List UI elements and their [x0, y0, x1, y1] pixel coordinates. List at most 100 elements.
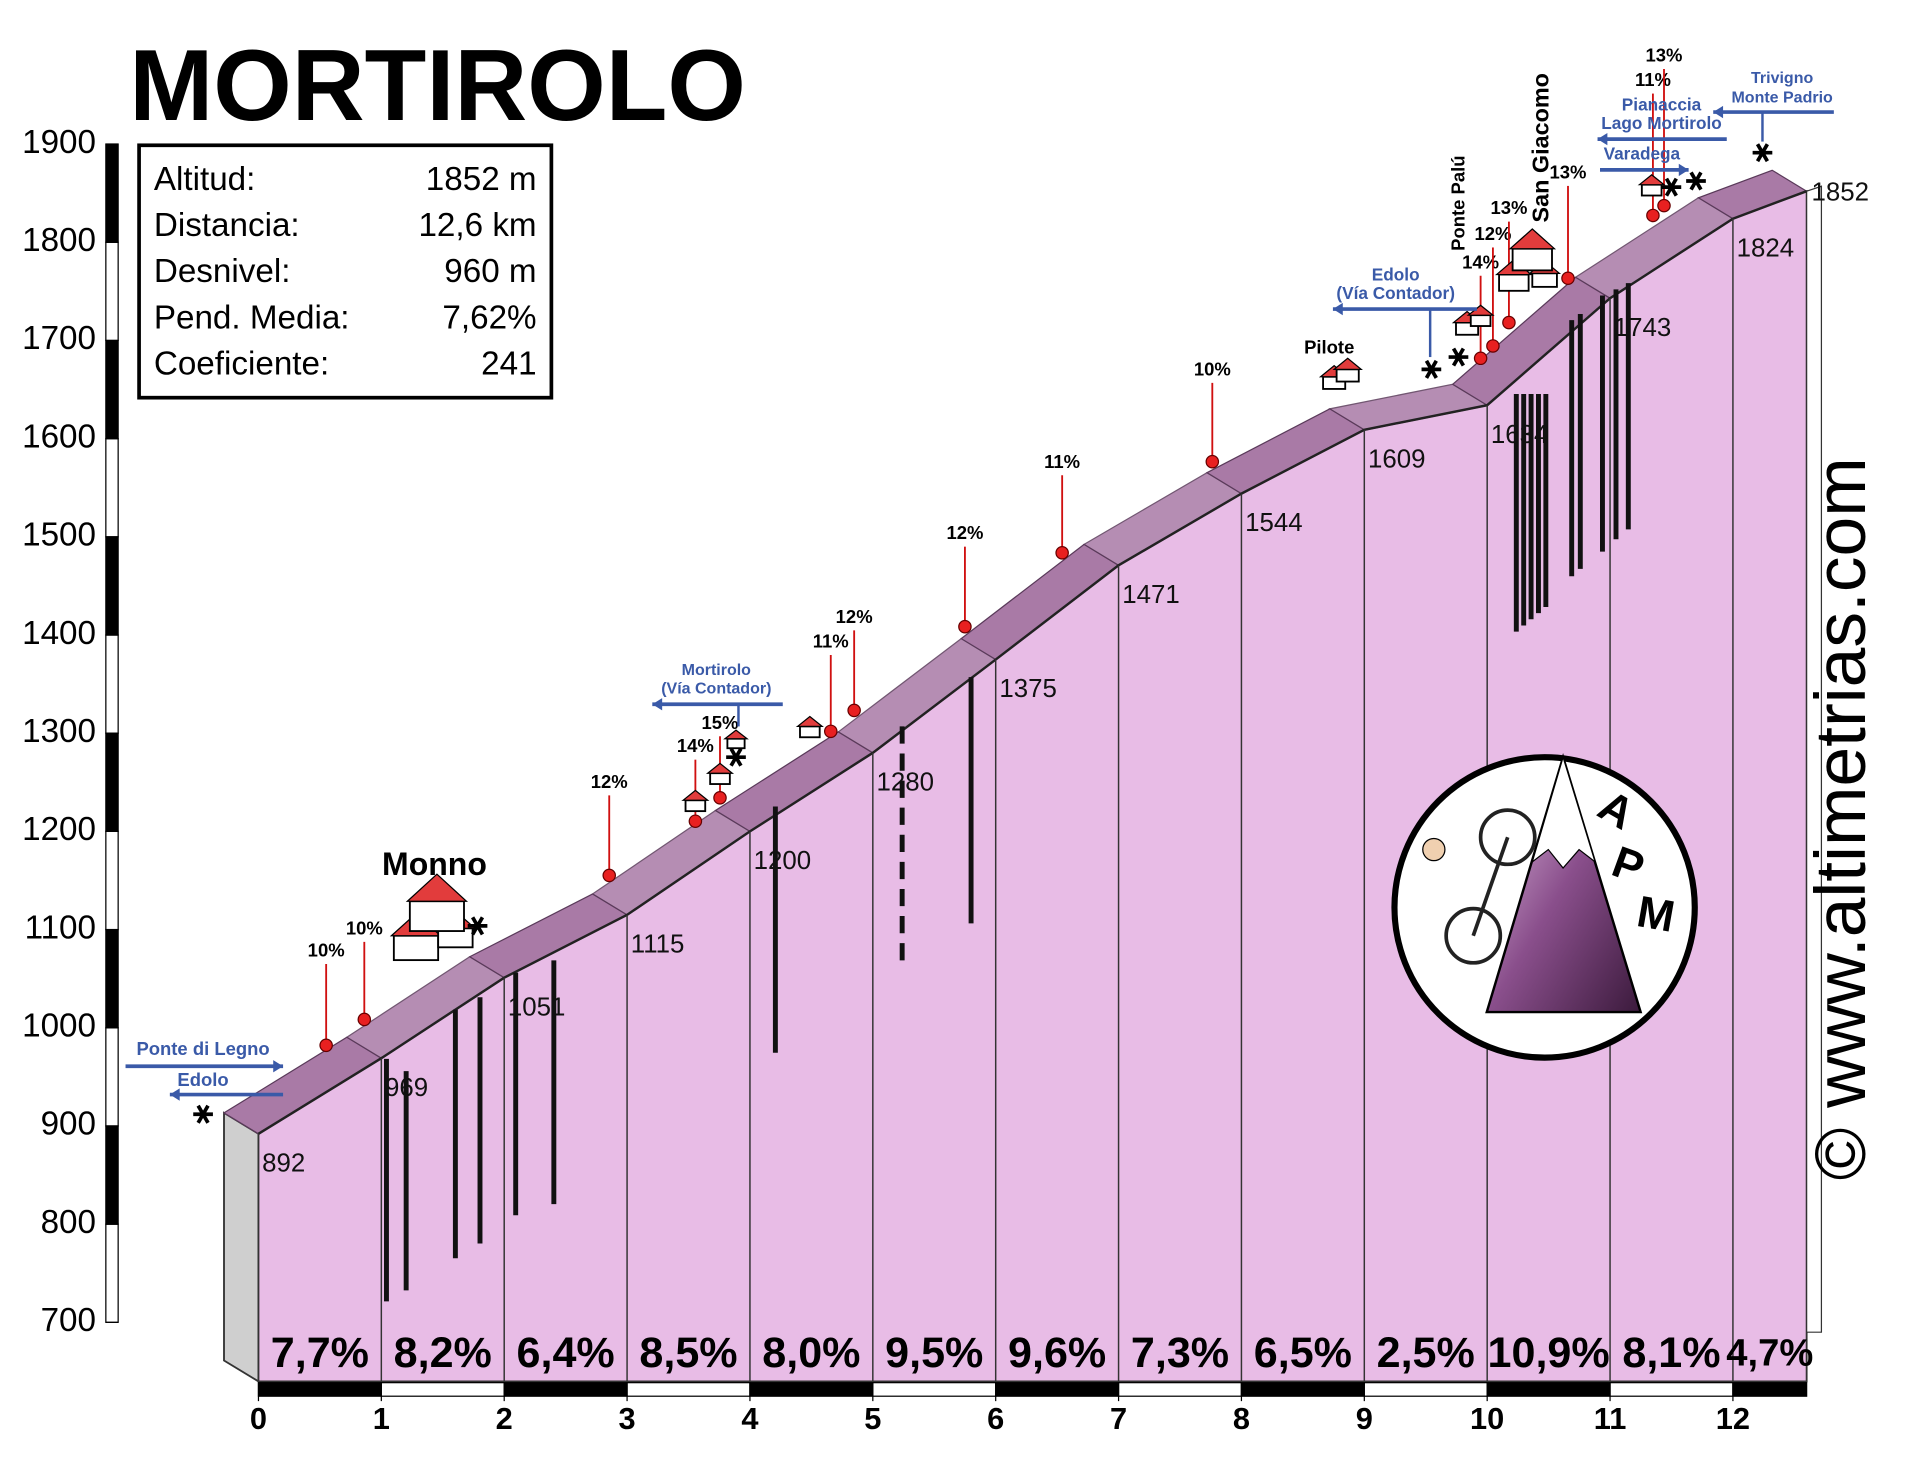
elevation-label: 892 [262, 1149, 305, 1177]
logo-rider [1422, 837, 1446, 862]
house [1498, 273, 1530, 292]
elevation-label: 1375 [999, 675, 1056, 703]
x-tick-label: 5 [864, 1401, 881, 1436]
house [726, 737, 746, 750]
watermark: © www.altimetrias.com [1801, 457, 1881, 1180]
gradient-label: 7,3% [1131, 1329, 1229, 1377]
profile-side [223, 1111, 260, 1384]
sign-arrowhead [1332, 302, 1343, 316]
info-value: 960 m [444, 253, 536, 290]
marker-dot [1205, 454, 1220, 469]
marker-label: 13% [1550, 161, 1587, 182]
axis-bar-segment [105, 732, 119, 832]
elevation-label: 1280 [877, 768, 934, 796]
sign-arrowhead [1597, 132, 1608, 146]
y-tick-label: 1700 [22, 320, 96, 357]
sign-label: Mortirolo [682, 662, 752, 679]
house [1531, 272, 1558, 288]
elevation-label: 1471 [1122, 581, 1179, 609]
info-label: Desnivel: [154, 253, 291, 290]
house-roof [723, 729, 749, 740]
marker-label: 14% [1462, 251, 1499, 272]
info-label: Coeficiente: [154, 345, 329, 382]
elevation-label: 1115 [631, 930, 685, 958]
marker-dot [958, 619, 972, 634]
sign-label: Varadega [1604, 144, 1681, 164]
axis-bar-segment [1363, 1382, 1488, 1397]
house-roof [681, 789, 710, 801]
gradient-label: 6,5% [1254, 1329, 1352, 1377]
x-tick-label: 6 [987, 1401, 1004, 1436]
elevation-label: 1852 [1812, 178, 1869, 206]
marker-dot [688, 814, 703, 828]
axis-bar-segment [1117, 1382, 1243, 1397]
house [1511, 247, 1553, 272]
axis-bar-segment [749, 1382, 874, 1397]
gradient-label: 2,5% [1377, 1329, 1475, 1377]
y-tick-label: 1300 [22, 713, 96, 750]
gradient-label: 9,5% [885, 1329, 983, 1377]
axis-bar-segment [380, 1382, 505, 1397]
house [684, 799, 707, 813]
place-label: Pilote [1304, 336, 1354, 357]
place-label: San Giacomo [1527, 73, 1553, 222]
y-tick-label: 1500 [22, 517, 96, 554]
marker-dot [824, 724, 838, 739]
marker-dot [1486, 339, 1500, 353]
logo-frame [1471, 836, 1510, 937]
house [408, 900, 465, 932]
gradient-label: 8,5% [639, 1329, 737, 1377]
star [196, 1104, 210, 1124]
sign-label: Monte Padrio [1731, 90, 1833, 107]
gradient-label: 8,0% [762, 1329, 860, 1377]
y-tick-label: 1000 [22, 1008, 96, 1045]
x-tick-label: 7 [1110, 1401, 1127, 1436]
gradient-label: 9,6% [1008, 1329, 1106, 1377]
y-tick-label: 1400 [22, 615, 96, 652]
place-label: Ponte Palú [1448, 155, 1469, 250]
info-value: 241 [481, 345, 536, 382]
axis-bar-segment [105, 928, 119, 1029]
marker-label: 14% [677, 735, 714, 756]
marker-dot [713, 791, 727, 805]
axis-bar-segment [105, 1223, 119, 1323]
house-roof [1508, 228, 1557, 250]
gradient-label: 10,9% [1488, 1329, 1610, 1377]
marker-label: 12% [1474, 223, 1511, 244]
marker-label: 15% [702, 712, 739, 733]
house-roof [1332, 357, 1363, 370]
sign-label: Edolo [177, 1069, 228, 1090]
sign-arrowhead [1713, 105, 1724, 119]
logo-letter: M [1633, 887, 1678, 942]
marker-dot [847, 703, 861, 718]
axis-bar-segment [105, 1125, 119, 1225]
sign-arrowhead [1678, 163, 1689, 177]
axis-bar-segment [105, 536, 119, 636]
marker-dot [1473, 351, 1488, 366]
axis-bar-segment [1732, 1382, 1808, 1397]
logo-wheel [1478, 808, 1537, 867]
gradient-label: 4,7% [1726, 1332, 1813, 1375]
y-tick-label: 900 [41, 1106, 96, 1143]
star [1424, 359, 1438, 379]
axis-bar-segment [1609, 1382, 1734, 1397]
chart-title: MORTIROLO [129, 30, 746, 142]
sign-label: Ponte di Legno [136, 1038, 269, 1059]
axis-bar-segment [105, 634, 119, 734]
elevation-label: 1200 [754, 847, 811, 875]
y-tick-label: 1600 [22, 418, 96, 455]
gradient-label: 6,4% [517, 1329, 615, 1377]
star [471, 916, 485, 936]
sign-label: Edolo [1372, 264, 1420, 284]
marker-label: 12% [946, 522, 983, 543]
axis-bar-segment [257, 1382, 382, 1397]
house [1335, 368, 1360, 383]
info-value: 1852 m [426, 161, 537, 198]
house [1469, 314, 1492, 327]
marker-dot [1646, 208, 1660, 223]
axis-bar-segment [995, 1382, 1120, 1397]
sign-label: Lago Mortirolo [1601, 113, 1721, 133]
x-tick-label: 10 [1470, 1401, 1504, 1436]
house [799, 725, 821, 739]
